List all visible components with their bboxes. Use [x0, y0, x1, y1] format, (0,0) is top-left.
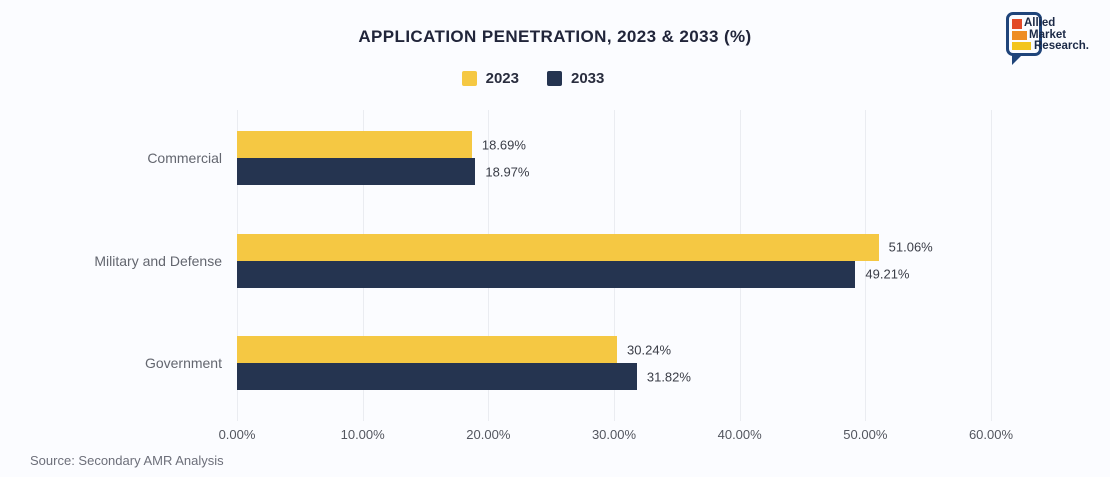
- x-axis-tick-label: 50.00%: [843, 427, 888, 442]
- x-axis-tick-label: 40.00%: [717, 427, 762, 442]
- category-label: Government: [144, 355, 222, 371]
- value-label: 18.69%: [481, 137, 526, 152]
- bar-2023-government[interactable]: [237, 336, 618, 363]
- logo-bar-red: [1012, 19, 1022, 29]
- x-axis: 0.00% 10.00% 20.00% 30.00% 40.00% 50.00% 60.00…: [219, 427, 1013, 447]
- bar-2033-military-and-defense[interactable]: [237, 260, 856, 288]
- allied-market-research-logo: Allied Market Research.: [1004, 10, 1100, 66]
- bar-2033-government[interactable]: [237, 363, 637, 390]
- gridline: [865, 110, 867, 421]
- category-label: Commercial: [147, 150, 222, 166]
- value-label: 31.82%: [646, 369, 691, 384]
- value-label: 18.97%: [485, 164, 530, 179]
- category-label: Military and Defense: [94, 252, 222, 269]
- x-axis-tick-label: 20.00%: [466, 427, 511, 442]
- speech-bubble-icon: [1006, 12, 1042, 56]
- logo-bar-yellow: [1012, 42, 1031, 50]
- x-axis-tick-label: 0.00%: [218, 427, 256, 442]
- legend-swatch-icon: [547, 71, 562, 86]
- legend-item-2023[interactable]: 2023: [461, 70, 519, 87]
- logo-text-line: Market: [1029, 29, 1067, 41]
- value-label: 51.06%: [888, 239, 933, 255]
- chart-title: APPLICATION PENETRATION, 2023 & 2033 (%): [358, 27, 752, 46]
- legend-label: 2033: [571, 70, 605, 87]
- value-label: 49.21%: [865, 266, 910, 282]
- legend-swatch-icon: [461, 71, 477, 86]
- bar-2023-military-and-defense[interactable]: [237, 233, 879, 261]
- legend: 2023 2033: [0, 70, 1088, 87]
- logo-text-line: Allied: [1024, 17, 1056, 29]
- speech-bubble-tail-icon: [1012, 53, 1024, 65]
- plot-area: 18.69% 18.97% 51.06% 49.21% 30.24% 31.82%: [237, 110, 992, 421]
- gridline: [991, 110, 992, 421]
- x-axis-tick-label: 60.00%: [968, 427, 1014, 442]
- source-note: Source: Secondary AMR Analysis: [30, 453, 224, 468]
- x-axis-tick-label: 10.00%: [340, 427, 385, 442]
- logo-bar-orange: [1012, 31, 1027, 40]
- logo-text-line: Research.: [1034, 40, 1089, 52]
- legend-label: 2023: [485, 70, 519, 87]
- value-label: 30.24%: [627, 342, 672, 357]
- bar-2023-commercial[interactable]: [237, 131, 472, 158]
- x-axis-tick-label: 30.00%: [591, 427, 637, 442]
- bar-2033-commercial[interactable]: [237, 158, 476, 185]
- legend-item-2033[interactable]: 2033: [547, 70, 604, 87]
